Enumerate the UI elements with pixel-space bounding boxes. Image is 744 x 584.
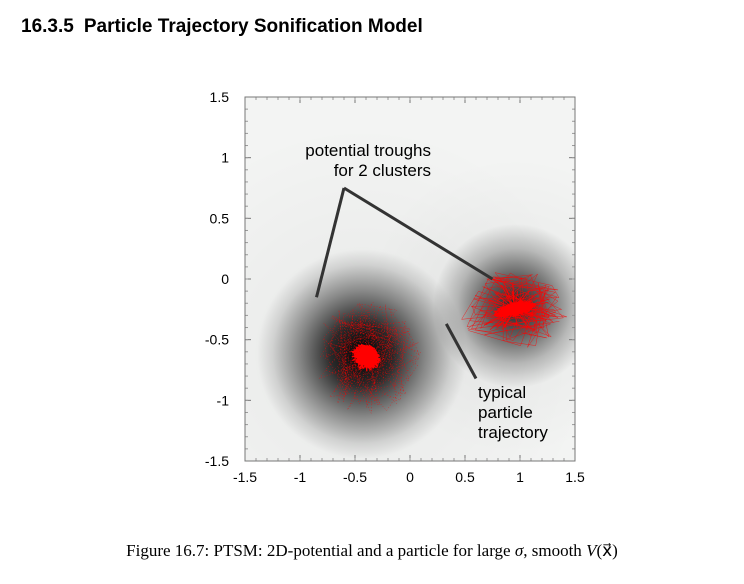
caption-v-function: V (586, 541, 597, 560)
section-number: 16.3.5 (21, 16, 74, 37)
trajectory-core-cluster-2 (493, 299, 537, 319)
section-title: Particle Trajectory Sonification Model (83, 16, 423, 37)
y-tick-label: -1 (217, 392, 230, 408)
figure-caption: Figure 16.7: PTSM: 2D-potential and a pa… (0, 541, 744, 561)
y-tick-label: -1.5 (205, 453, 229, 469)
trajectory-scatter-cluster-1 (318, 301, 422, 414)
caption-sigma: σ (514, 541, 524, 560)
annotation-troughs-pointer (343, 186, 494, 281)
annotation-trajectory-label: trajectory (478, 423, 548, 442)
x-tick-label: 1.5 (565, 469, 585, 485)
annotation-trajectory-label: particle (478, 403, 533, 422)
annotation-troughs-pointer (315, 187, 346, 298)
x-tick-label: -1 (294, 469, 307, 485)
caption-text: PTSM: 2D-potential and a particle for la… (213, 541, 511, 560)
x-tick-label: 1 (516, 469, 524, 485)
trajectory-core-cluster-1 (350, 343, 382, 372)
trajectory-scatter-cluster-2 (461, 272, 567, 348)
x-tick-label: -1.5 (233, 469, 257, 485)
x-tick-label: 0 (406, 469, 414, 485)
plot-area (244, 96, 576, 462)
annotation-trajectory-label: typical (478, 383, 526, 402)
y-tick-label: 1.5 (210, 89, 230, 105)
plot-frame (244, 96, 576, 462)
x-tick-label: 0.5 (455, 469, 475, 485)
y-tick-label: 1 (221, 150, 229, 166)
y-tick-label: -0.5 (205, 332, 229, 348)
particle-trajectories (318, 272, 567, 414)
y-tick-label: 0 (221, 271, 229, 287)
annotation-troughs-label: for 2 clusters (334, 161, 431, 180)
potential-field (245, 124, 575, 461)
caption-text-2: , smooth (523, 541, 582, 560)
annotation-troughs-label: potential troughs (305, 141, 431, 160)
annotation-trajectory-pointer (444, 323, 478, 380)
section-heading: 16.3.5 Particle Trajectory Sonification M… (21, 16, 423, 38)
caption-v-argument: (x⃗) (596, 541, 618, 560)
x-tick-label: -0.5 (343, 469, 367, 485)
caption-label: Figure 16.7: (126, 541, 210, 560)
axis-tick-labels: -1.5 -1 -0.5 0 0.5 1 1.5 1.5 1 0.5 0 -0.5 -1 -1.5 (205, 89, 585, 485)
y-tick-label: 0.5 (210, 210, 230, 226)
